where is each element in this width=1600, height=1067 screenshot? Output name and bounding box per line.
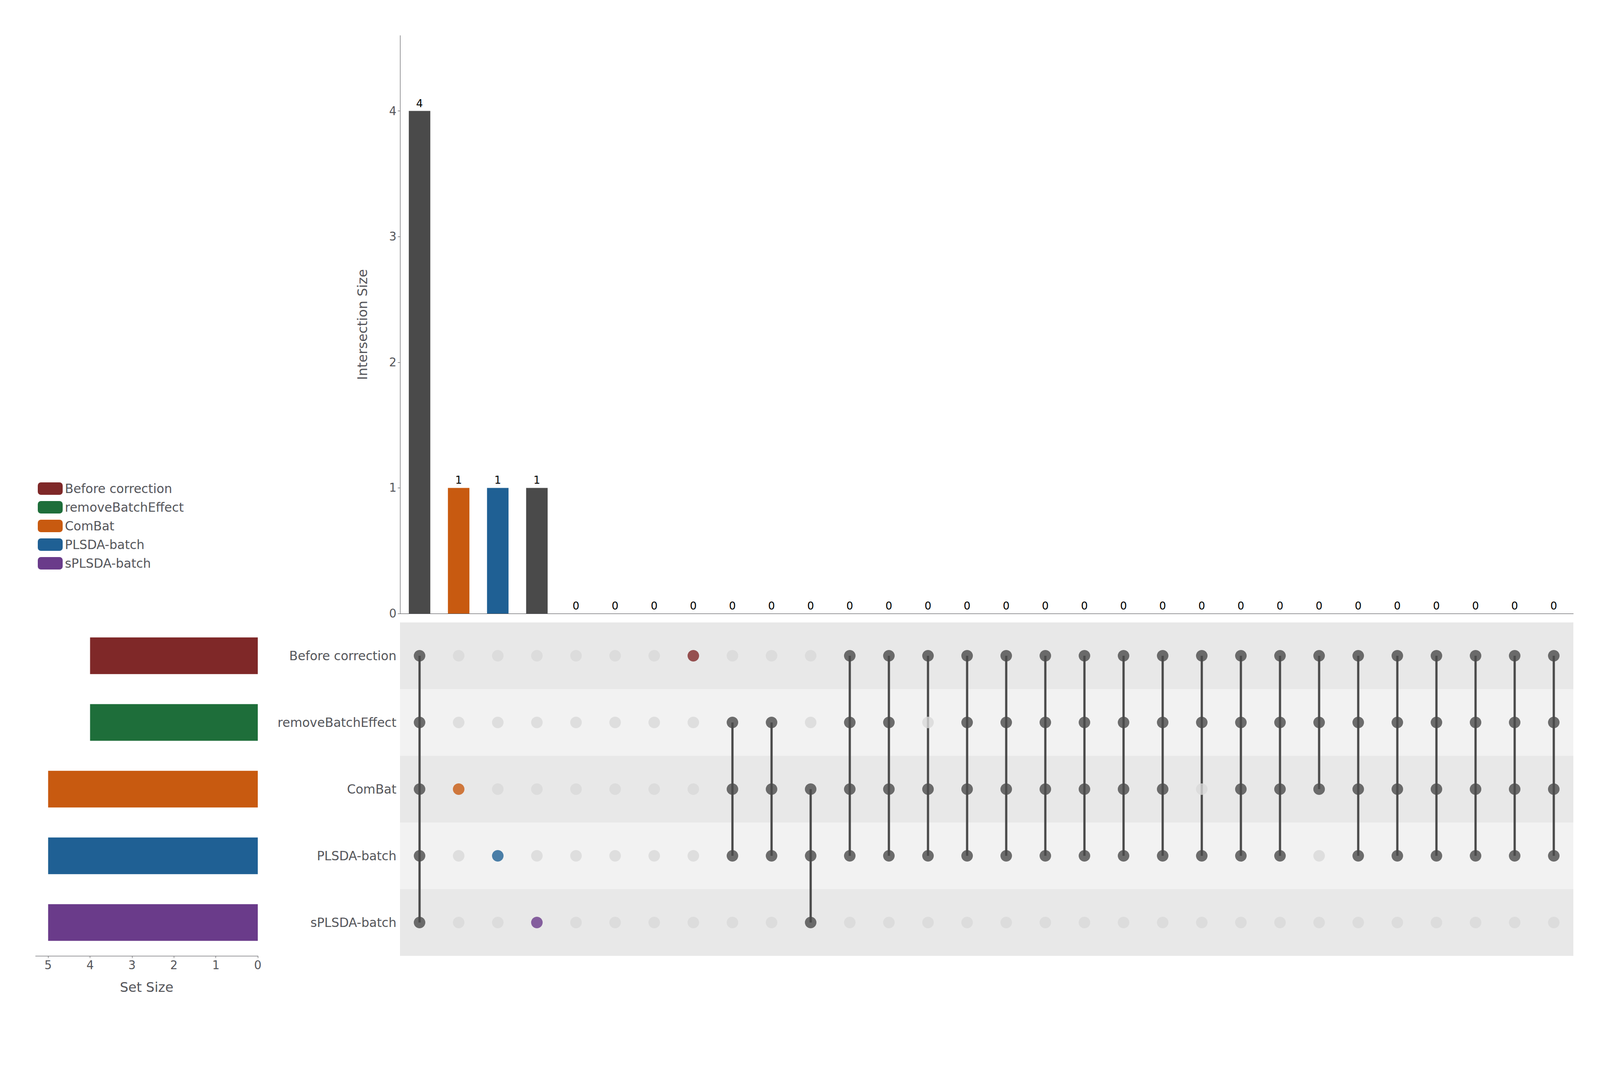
svg-text:0: 0 (846, 599, 853, 612)
svg-text:0: 0 (1198, 599, 1205, 612)
svg-text:removeBatchEffect: removeBatchEffect (277, 715, 397, 730)
svg-text:0: 0 (768, 599, 775, 612)
svg-text:1: 1 (494, 473, 501, 487)
svg-text:4: 4 (416, 97, 423, 110)
svg-text:Intersection Size: Intersection Size (354, 268, 371, 380)
svg-text:0: 0 (254, 958, 262, 972)
svg-text:3: 3 (128, 958, 136, 972)
svg-text:removeBatchEffect: removeBatchEffect (64, 500, 184, 515)
svg-text:0: 0 (572, 599, 580, 612)
svg-text:Before correction: Before correction (289, 648, 397, 664)
svg-text:ComBat: ComBat (347, 781, 397, 797)
svg-text:0: 0 (1354, 599, 1362, 612)
svg-text:4: 4 (86, 958, 94, 972)
svg-text:1: 1 (388, 480, 397, 495)
svg-text:3: 3 (388, 229, 397, 244)
svg-text:1: 1 (455, 473, 462, 487)
svg-text:0: 0 (388, 606, 397, 620)
svg-text:5: 5 (44, 958, 52, 972)
svg-text:0: 0 (885, 599, 892, 612)
svg-text:1: 1 (533, 473, 540, 487)
svg-text:0: 0 (1159, 599, 1166, 612)
svg-text:1: 1 (212, 958, 220, 972)
svg-text:0: 0 (1472, 599, 1479, 612)
svg-text:ComBat: ComBat (64, 518, 115, 534)
svg-text:0: 0 (1002, 599, 1010, 612)
svg-text:0: 0 (924, 599, 932, 612)
svg-text:0: 0 (1120, 599, 1127, 612)
svg-text:0: 0 (1237, 599, 1244, 612)
svg-text:0: 0 (1393, 599, 1401, 612)
svg-text:Before correction: Before correction (64, 481, 172, 496)
svg-text:PLSDA-batch: PLSDA-batch (64, 537, 145, 552)
svg-text:PLSDA-batch: PLSDA-batch (316, 848, 397, 864)
svg-text:0: 0 (1276, 599, 1284, 612)
svg-text:2: 2 (388, 355, 397, 369)
svg-text:4: 4 (388, 104, 397, 118)
svg-text:2: 2 (170, 958, 178, 972)
svg-text:0: 0 (1511, 599, 1518, 612)
svg-text:0: 0 (1080, 599, 1088, 612)
svg-text:0: 0 (728, 599, 736, 612)
svg-text:0: 0 (1432, 599, 1440, 612)
svg-text:0: 0 (1550, 599, 1557, 612)
svg-text:0: 0 (1041, 599, 1049, 612)
svg-text:0: 0 (963, 599, 971, 612)
svg-text:0: 0 (1315, 599, 1323, 612)
svg-text:Set Size: Set Size (120, 979, 174, 995)
svg-text:0: 0 (689, 599, 697, 612)
svg-text:sPLSDA-batch: sPLSDA-batch (64, 556, 152, 571)
svg-text:0: 0 (611, 599, 619, 612)
svg-text:0: 0 (807, 599, 814, 612)
svg-text:sPLSDA-batch: sPLSDA-batch (310, 915, 397, 930)
svg-text:0: 0 (650, 599, 658, 612)
